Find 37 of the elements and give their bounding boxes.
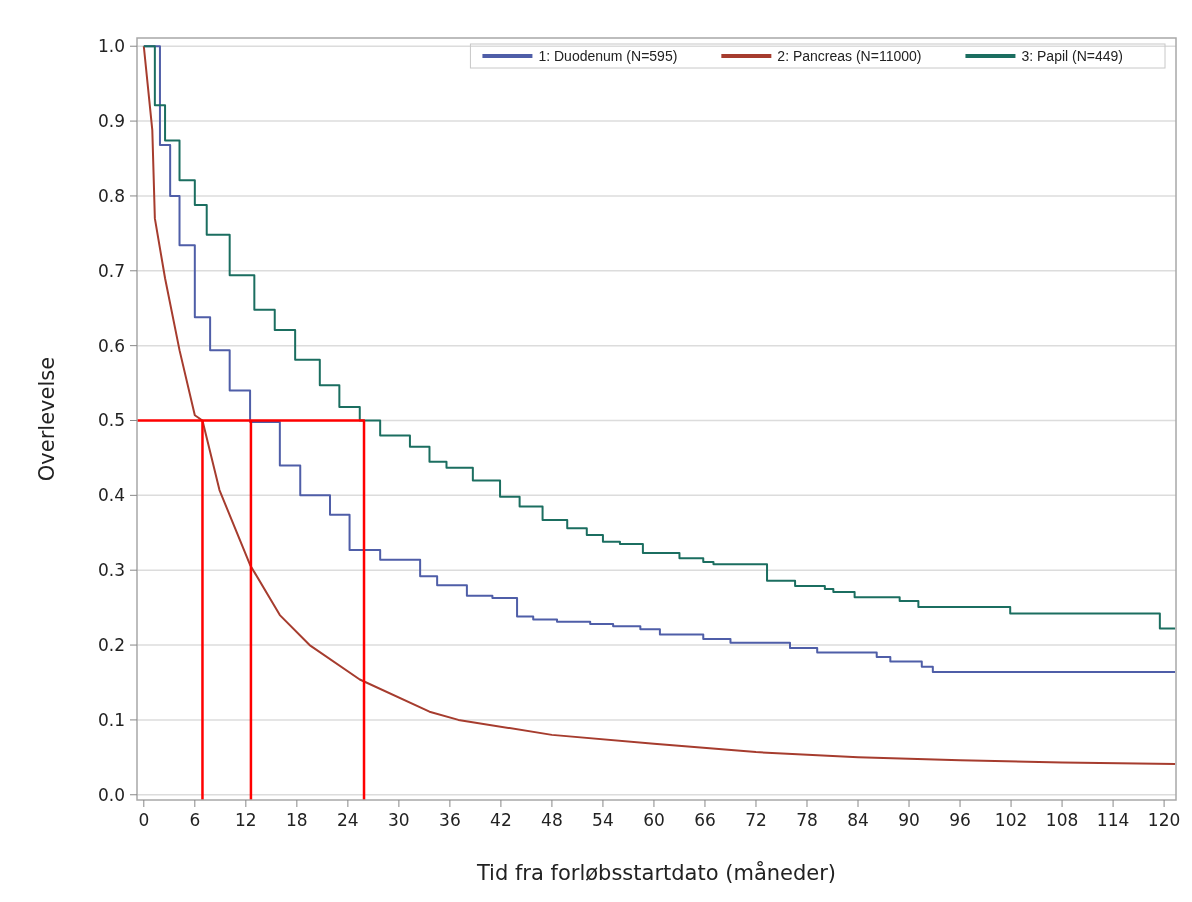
legend-label: 1: Duodenum (N=595) <box>538 48 678 64</box>
x-tick-label: 30 <box>388 810 410 830</box>
x-tick-label: 54 <box>592 810 614 830</box>
x-tick-label: 18 <box>286 810 308 830</box>
x-tick-label: 84 <box>847 810 869 830</box>
x-tick-label: 72 <box>745 810 767 830</box>
y-tick-label: 0.4 <box>97 485 125 506</box>
x-tick-label: 96 <box>949 810 971 830</box>
legend-label: 2: Pancreas (N=11000) <box>777 48 922 64</box>
y-tick-label: 0.6 <box>97 335 125 356</box>
x-tick-label: 66 <box>694 810 716 830</box>
x-tick-label: 120 <box>1147 810 1181 830</box>
x-tick-label: 48 <box>541 810 563 830</box>
x-tick-label: 12 <box>235 810 257 830</box>
x-tick-label: 24 <box>337 810 359 830</box>
x-axis-title: Tid fra forløbsstartdato (måneder) <box>475 860 837 885</box>
x-tick-label: 90 <box>898 810 920 830</box>
x-tick-label: 60 <box>643 810 665 830</box>
legend-label: 3: Papil (N=449) <box>1021 48 1124 64</box>
y-tick-label: 0.7 <box>97 260 125 281</box>
x-tick-label: 108 <box>1045 810 1079 830</box>
x-tick-label: 78 <box>796 810 818 830</box>
x-tick-label: 36 <box>439 810 461 830</box>
y-tick-label: 0.0 <box>97 784 125 805</box>
y-tick-label: 1.0 <box>97 36 125 57</box>
y-tick-label: 0.2 <box>97 635 125 656</box>
y-axis-title: Overlevelse <box>35 356 59 482</box>
y-tick-label: 0.3 <box>97 560 125 581</box>
y-tick-label: 0.5 <box>97 410 125 431</box>
x-tick-label: 0 <box>138 810 150 830</box>
y-tick-label: 0.9 <box>97 111 125 132</box>
y-tick-label: 0.8 <box>97 185 125 206</box>
x-tick-label: 6 <box>189 810 201 830</box>
x-tick-label: 42 <box>490 810 512 830</box>
x-tick-label: 102 <box>994 810 1028 830</box>
x-tick-label: 114 <box>1096 810 1130 830</box>
y-tick-label: 0.1 <box>97 709 125 730</box>
